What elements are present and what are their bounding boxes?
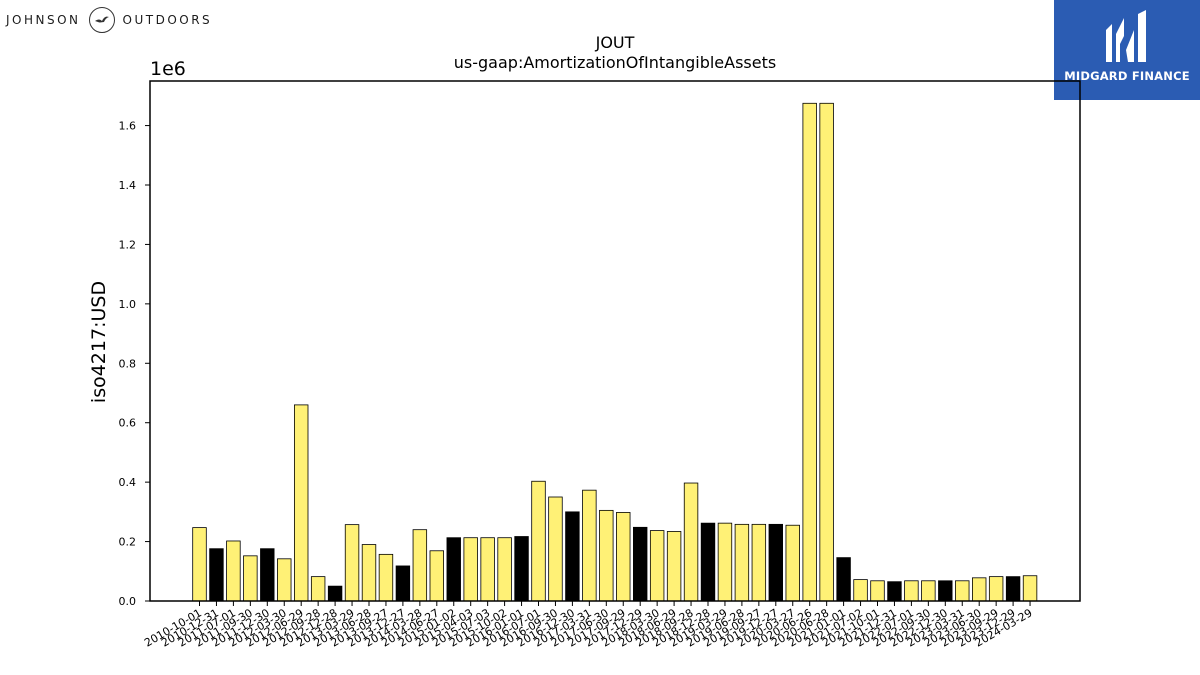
bar-2010-10-01 <box>192 527 207 602</box>
y-tick-label: 1.0 <box>119 298 137 311</box>
bar-2022-12-30 <box>938 580 953 602</box>
chart-subtitle: us-gaap:AmortizationOfIntangibleAssets <box>454 53 776 72</box>
bar-2015-10-02 <box>497 537 512 602</box>
y-multiplier-label: 1e6 <box>150 58 186 80</box>
y-tick-label: 0.6 <box>119 417 137 430</box>
bar-2016-07-01 <box>531 480 546 602</box>
y-tick-label: 0.2 <box>119 536 137 549</box>
bar-2013-09-27 <box>378 553 394 602</box>
logo-word-right: OUTDOORS <box>122 13 213 27</box>
bar-2016-09-30 <box>548 496 563 602</box>
bar-2016-12-30 <box>565 511 580 602</box>
bar-2013-12-27 <box>395 565 411 602</box>
bar-2014-06-27 <box>429 550 445 602</box>
midgard-mark-icon <box>1106 10 1146 62</box>
logo-word-left: JOHNSON <box>6 13 81 27</box>
bar-2021-12-31 <box>887 581 902 602</box>
bar-2015-07-03 <box>480 537 495 602</box>
bar-2012-12-28 <box>327 585 343 602</box>
bar-2023-12-29 <box>1005 576 1021 602</box>
chart-title: JOUT <box>595 33 635 52</box>
y-tick-label: 1.6 <box>119 120 137 133</box>
bar-2018-09-28 <box>683 482 699 602</box>
y-tick-label: 0.8 <box>119 357 137 370</box>
bar-2023-06-30 <box>972 577 987 602</box>
y-tick-label: 1.2 <box>119 238 137 251</box>
bar-2018-03-30 <box>649 530 665 602</box>
bar-2022-07-01 <box>904 580 919 602</box>
bar-2018-06-29 <box>666 531 682 602</box>
midgard-finance-name: MIDGARD FINANCE <box>1064 69 1190 83</box>
bar-2011-12-30 <box>260 548 275 602</box>
bird-icon <box>88 7 115 33</box>
bar-2020-03-27 <box>785 524 800 602</box>
bar-2014-03-28 <box>412 529 428 602</box>
y-tick-label: 0.0 <box>119 595 137 608</box>
bar-2015-01-02 <box>446 537 461 602</box>
bar-2020-06-28 <box>819 102 834 602</box>
y-axis-label: iso4217:USD <box>88 281 110 403</box>
bar-2017-09-29 <box>616 512 631 602</box>
x-axis-ticks: 2010-10-012010-12-312011-07-012011-09-30… <box>142 601 1035 650</box>
y-tick-label: 0.4 <box>119 476 137 489</box>
bar-2013-03-29 <box>344 524 360 602</box>
bar-2011-07-01 <box>226 540 241 602</box>
bar-2015-04-03 <box>463 537 478 602</box>
y-tick-label: 1.4 <box>119 179 137 192</box>
bar-2016-01-01 <box>514 536 529 602</box>
bar-2012-06-29 <box>293 404 309 602</box>
y-axis-ticks: 0.0 0.2 0.4 0.6 0.8 1.0 1.2 1.4 1.6 <box>119 120 150 608</box>
bars-group <box>192 102 1038 602</box>
plot-frame <box>149 80 1081 602</box>
bar-2017-06-30 <box>599 509 614 602</box>
bar-2021-01-01 <box>836 557 851 602</box>
bar-2018-12-28 <box>700 522 716 602</box>
bar-2012-03-30 <box>277 558 292 602</box>
bar-2023-03-31 <box>955 580 970 602</box>
bar-2021-07-02 <box>853 579 868 602</box>
bar-2010-12-31 <box>209 548 224 602</box>
bar-2017-03-31 <box>582 489 597 602</box>
bar-2012-09-28 <box>310 576 326 602</box>
bar-2013-06-28 <box>361 544 377 602</box>
bar-2021-10-01 <box>870 580 885 602</box>
bar-2017-12-29 <box>633 526 648 602</box>
bar-2019-12-27 <box>768 523 784 602</box>
bar-2019-06-28 <box>734 523 750 602</box>
bar-2024-03-29 <box>1022 575 1038 602</box>
bar-2011-09-30 <box>243 555 258 602</box>
bar-2020-06-26 <box>802 102 817 602</box>
bar-2019-03-29 <box>717 522 733 602</box>
midgard-finance-logo: MIDGARD FINANCE <box>1054 0 1200 100</box>
johnson-outdoors-logo: JOHNSON OUTDOORS <box>6 6 212 34</box>
bar-2022-09-30 <box>921 580 936 602</box>
bar-2019-09-27 <box>751 523 767 602</box>
bar-2023-09-29 <box>988 576 1004 602</box>
